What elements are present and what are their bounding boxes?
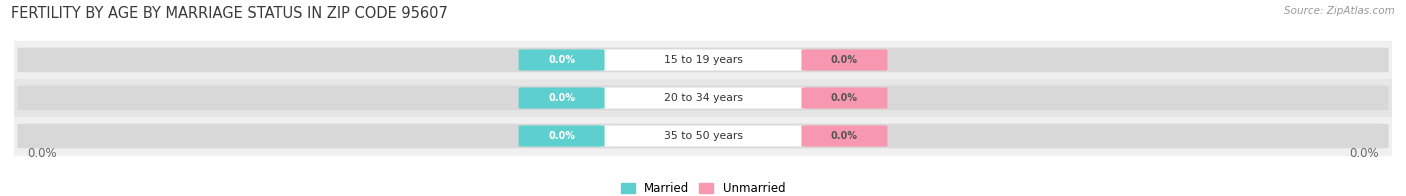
FancyBboxPatch shape (801, 87, 887, 109)
FancyBboxPatch shape (519, 125, 605, 147)
Text: 15 to 19 years: 15 to 19 years (664, 55, 742, 65)
Text: Source: ZipAtlas.com: Source: ZipAtlas.com (1284, 6, 1395, 16)
FancyBboxPatch shape (801, 125, 887, 147)
Legend: Married, Unmarried: Married, Unmarried (620, 182, 786, 195)
Text: 0.0%: 0.0% (831, 93, 858, 103)
Bar (14, 117, 1392, 155)
FancyBboxPatch shape (519, 87, 605, 109)
FancyBboxPatch shape (519, 49, 605, 71)
Text: 0.0%: 0.0% (548, 93, 575, 103)
Bar (14, 79, 1392, 117)
Text: 0.0%: 0.0% (548, 131, 575, 141)
Bar (14, 41, 1392, 79)
FancyBboxPatch shape (599, 125, 807, 147)
Text: FERTILITY BY AGE BY MARRIAGE STATUS IN ZIP CODE 95607: FERTILITY BY AGE BY MARRIAGE STATUS IN Z… (11, 6, 449, 21)
Text: 0.0%: 0.0% (831, 131, 858, 141)
Text: 0.0%: 0.0% (548, 55, 575, 65)
Text: 0.0%: 0.0% (831, 55, 858, 65)
FancyBboxPatch shape (17, 124, 1389, 148)
FancyBboxPatch shape (801, 49, 887, 71)
FancyBboxPatch shape (17, 86, 1389, 110)
FancyBboxPatch shape (17, 48, 1389, 72)
Text: 35 to 50 years: 35 to 50 years (664, 131, 742, 141)
FancyBboxPatch shape (599, 87, 807, 109)
FancyBboxPatch shape (599, 49, 807, 71)
Text: 0.0%: 0.0% (1350, 147, 1379, 160)
Text: 0.0%: 0.0% (27, 147, 56, 160)
Text: 20 to 34 years: 20 to 34 years (664, 93, 742, 103)
